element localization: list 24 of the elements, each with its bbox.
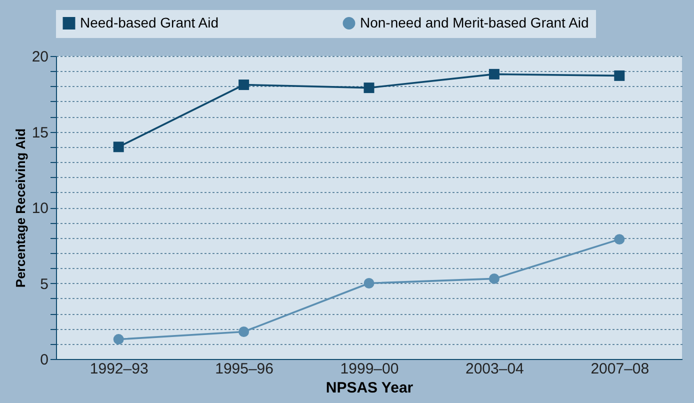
point: [113, 334, 124, 345]
point: [488, 68, 500, 80]
x-tick-label: 2003–04: [465, 360, 524, 378]
y-tick-label: 20: [32, 48, 48, 66]
point: [364, 278, 374, 288]
legend-label: Non-need and Merit-based Grant Aid: [360, 14, 589, 30]
y-axis-title: Percentage Receiving Aid: [12, 128, 28, 288]
x-tick-label: 1995–96: [215, 360, 274, 378]
point: [364, 82, 374, 94]
point: [113, 142, 124, 152]
point: [614, 70, 625, 81]
y-tick-label: 15: [32, 124, 48, 142]
point: [238, 326, 250, 337]
x-tick-label: 1999–00: [340, 360, 399, 378]
legend-label: Need-based Grant Aid: [80, 14, 219, 30]
point: [488, 273, 500, 284]
y-tick-label: 10: [32, 200, 48, 217]
x-tick-label: 1992–93: [90, 360, 148, 378]
x-tick-label: 2007–08: [590, 360, 650, 378]
y-tick-label: 5: [40, 276, 48, 293]
x-axis-title: NPSAS Year: [326, 380, 414, 396]
y-tick-label: 0: [40, 352, 48, 368]
point: [614, 234, 625, 245]
point: [238, 80, 250, 90]
